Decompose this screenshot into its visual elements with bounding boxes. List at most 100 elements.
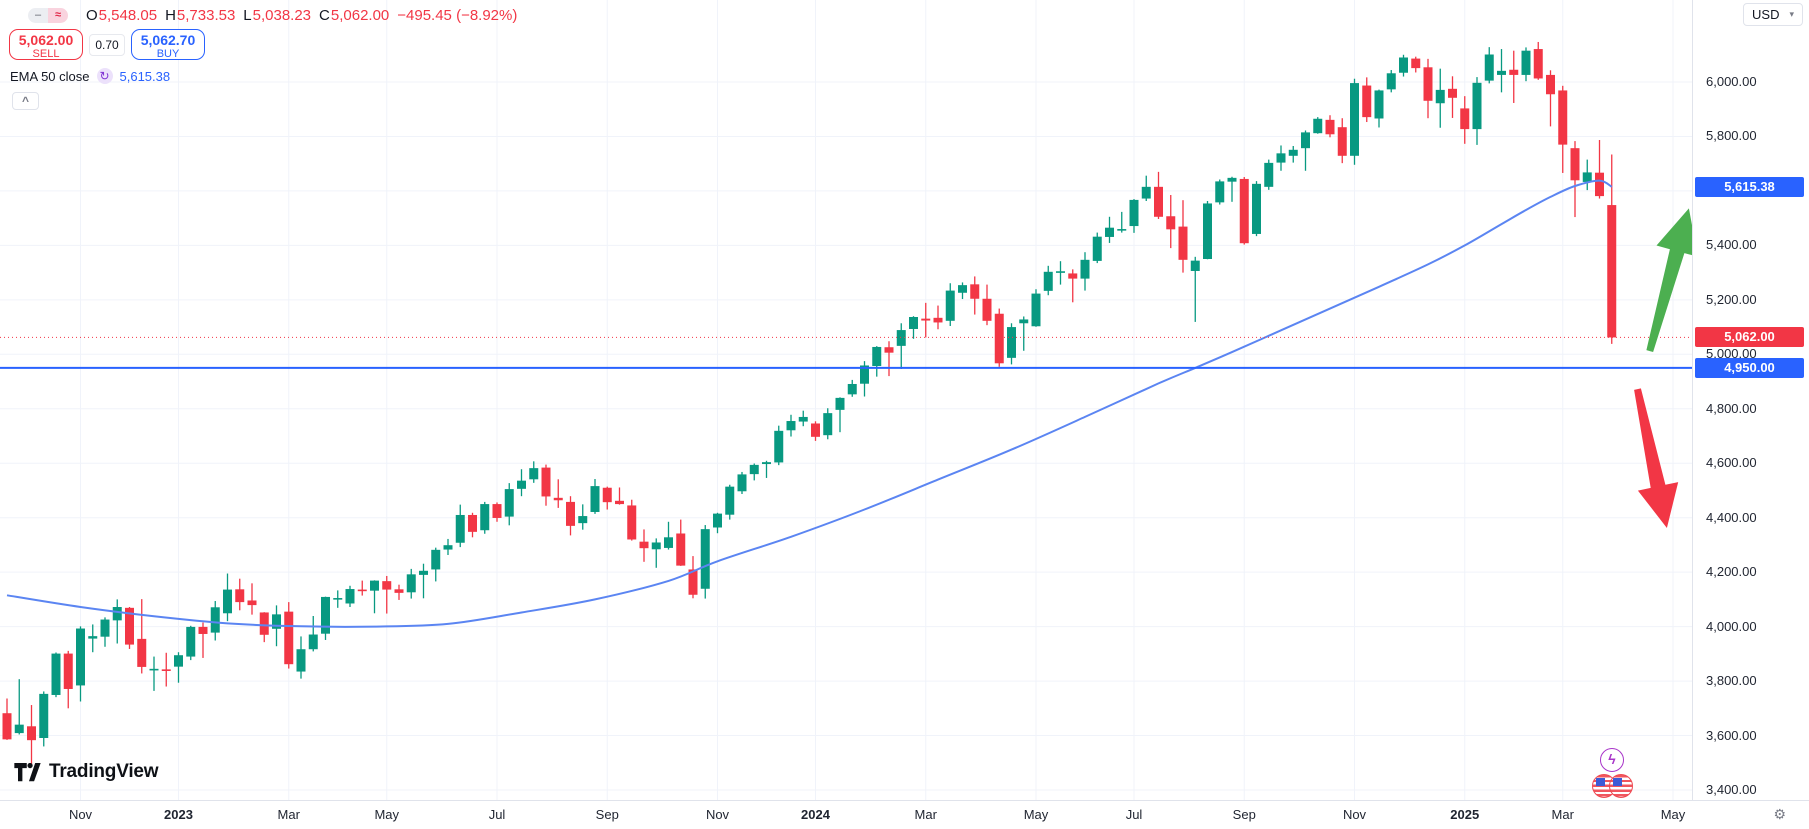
candle-body <box>1129 199 1139 227</box>
price-scale-label: 4,800.00 <box>1706 400 1757 416</box>
candle-body <box>688 569 698 595</box>
candle-body <box>1570 148 1580 181</box>
lightning-event-icon[interactable]: ϟ <box>1600 748 1624 772</box>
hide-indicator-icon[interactable]: – <box>28 7 48 23</box>
candle-body <box>933 317 943 323</box>
candle-body <box>51 653 61 695</box>
ema-line[interactable] <box>6 179 1613 628</box>
price-badge: 4,950.00 <box>1695 357 1804 378</box>
time-axis-label: Mar <box>1551 807 1574 822</box>
candle-body <box>174 655 183 667</box>
time-axis-label: Jul <box>488 807 506 822</box>
candle-body <box>112 607 122 621</box>
candle-body <box>1362 85 1372 118</box>
candle-body <box>1203 203 1212 260</box>
candle-body <box>958 285 967 293</box>
candle-body <box>235 589 245 603</box>
refresh-icon[interactable]: ↻ <box>96 68 113 84</box>
candle-body <box>725 486 735 515</box>
candle-body <box>1337 127 1347 156</box>
currency-selector[interactable]: USD ▾ <box>1743 3 1803 26</box>
candle-body <box>1092 236 1102 261</box>
gridlines <box>0 0 1692 800</box>
candle-body <box>455 514 465 543</box>
candle-body <box>737 474 747 492</box>
price-scale-label: 3,400.00 <box>1706 782 1757 797</box>
candle-body <box>223 589 232 614</box>
candle-body <box>529 468 539 480</box>
candle-body <box>872 346 882 367</box>
time-axis-label: Mar <box>914 807 937 822</box>
price-scale-label: 5,200.00 <box>1706 291 1757 307</box>
candle-body <box>1141 186 1151 199</box>
price-scale-label: 5,000.00 <box>1706 346 1757 362</box>
buy-button[interactable]: 5,062.70 BUY <box>131 29 205 60</box>
candle-body <box>333 598 343 600</box>
indicator-legend-row[interactable]: EMA 50 close ↻ 5,615.38 <box>10 66 170 86</box>
wave-icon[interactable]: ≈ <box>48 7 68 23</box>
sell-button[interactable]: 5,062.00 SELL <box>9 29 83 60</box>
candle-body <box>468 514 477 532</box>
time-axis-label: 2024 <box>801 807 830 822</box>
price-scale-label: 4,600.00 <box>1706 455 1757 471</box>
indicator-name: EMA 50 close <box>10 68 90 84</box>
candle-body <box>1239 178 1249 244</box>
chart-pane[interactable] <box>0 0 1692 800</box>
candle-body <box>811 423 820 437</box>
ohlc-value: 5,733.53 <box>176 6 236 24</box>
candle-body <box>504 489 514 517</box>
legend-source-toggle: – ≈ <box>28 7 68 23</box>
candle-body <box>664 537 673 548</box>
tradingview-logo[interactable]: TradingView <box>14 761 159 783</box>
candle-body <box>394 589 404 593</box>
candle-body <box>1558 90 1568 145</box>
price-scale-label: 4,000.00 <box>1706 618 1757 634</box>
candle-body <box>602 487 612 503</box>
candle-body <box>1595 172 1604 197</box>
candle-body <box>345 589 355 604</box>
candle-body <box>1460 108 1470 130</box>
candle-body <box>1546 74 1555 95</box>
candle-body <box>1154 186 1163 217</box>
candle-body <box>296 649 306 672</box>
time-axis[interactable]: ⚙ Nov 2023 Mar May Jul Sep Nov 2024 Mar May Jul Sep… <box>0 800 1809 829</box>
time-axis-label: Nov <box>68 807 93 822</box>
candle-body <box>566 501 575 526</box>
candle-body <box>39 693 49 738</box>
candle-body <box>431 549 441 570</box>
candle-body <box>590 486 600 512</box>
price-scale-label: 3,600.00 <box>1706 727 1757 743</box>
ohlc-key: L <box>243 6 252 24</box>
candle-body <box>419 570 428 575</box>
candle-body <box>88 636 98 639</box>
buy-label: BUY <box>156 48 180 60</box>
us-flag-event-icon[interactable] <box>1609 774 1633 798</box>
candle-body <box>1166 216 1176 230</box>
time-axis-label: May <box>1660 807 1686 822</box>
time-axis-label: Sep <box>595 807 619 822</box>
candle-body <box>1399 57 1408 73</box>
currency-label: USD <box>1752 7 1780 22</box>
candle-body <box>284 611 294 665</box>
candle-body <box>1215 181 1225 203</box>
axis-settings-icon[interactable]: ⚙ <box>1773 806 1786 822</box>
ohlc-key: O <box>86 6 98 24</box>
candle-body <box>896 330 906 346</box>
up-arrow-drawing[interactable] <box>1646 208 1692 352</box>
price-scale-label: 5,800.00 <box>1706 128 1757 144</box>
sell-label: SELL <box>32 48 60 60</box>
candle-body <box>1497 70 1506 75</box>
candle-body <box>1533 49 1543 79</box>
collapse-legend-button[interactable]: ^ <box>12 92 39 110</box>
candle-body <box>798 416 808 422</box>
symbol-legend-row: – ≈ O5,548.05 H5,733.53 L5,038.23 C5,062.00… <box>28 4 517 26</box>
down-arrow-drawing[interactable] <box>1634 388 1679 528</box>
time-axis-label: 2025 <box>1450 807 1480 822</box>
candle-body <box>1509 69 1519 75</box>
time-axis-label: May <box>374 807 400 822</box>
candle-body <box>1031 293 1041 327</box>
price-scale-label: 4,200.00 <box>1706 564 1757 580</box>
price-scale[interactable]: 6,000.00 5,800.00 5,400.00 5,200.00 5,000.00… <box>1692 0 1809 800</box>
time-axis-label: Jul <box>1125 807 1143 822</box>
